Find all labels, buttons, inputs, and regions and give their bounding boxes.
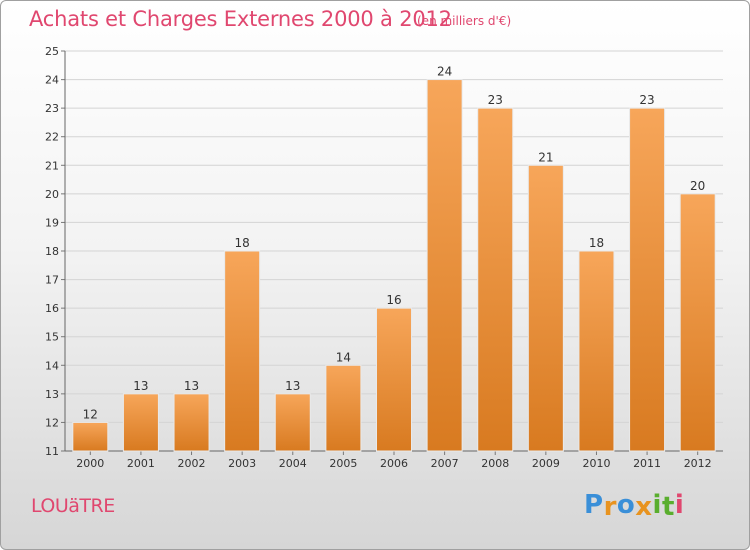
y-tick-label: 22 [45, 131, 59, 144]
y-tick-label: 14 [45, 359, 59, 372]
value-label: 18 [235, 236, 250, 250]
value-label: 18 [589, 236, 604, 250]
bar-2000 [72, 421, 109, 452]
value-label: 24 [437, 65, 452, 79]
logo-letter: r [603, 492, 617, 522]
value-label: 23 [639, 93, 654, 107]
y-tick-label: 18 [45, 245, 59, 258]
x-tick-label: 2005 [329, 457, 357, 470]
logo-letter: x [635, 492, 653, 522]
y-tick-label: 17 [45, 274, 59, 287]
bar-2001 [122, 393, 159, 452]
bar-2005 [325, 364, 362, 452]
y-tick-label: 24 [45, 74, 59, 87]
y-tick-label: 20 [45, 188, 59, 201]
x-tick-label: 2012 [684, 457, 712, 470]
logo-letter: i [674, 490, 685, 520]
x-tick-label: 2007 [431, 457, 459, 470]
value-label: 12 [83, 407, 98, 421]
x-tick-label: 2001 [127, 457, 155, 470]
bar-2006 [376, 307, 412, 452]
x-tick-label: 2010 [582, 457, 610, 470]
y-tick-label: 15 [45, 331, 59, 344]
value-label: 21 [538, 150, 553, 164]
bar-2010 [578, 250, 615, 452]
value-label: 13 [285, 379, 300, 393]
x-tick-label: 2011 [633, 457, 661, 470]
value-label: 20 [690, 179, 705, 193]
bar-2011 [629, 107, 666, 452]
logo-letter: o [616, 490, 636, 520]
y-tick-label: 21 [45, 159, 59, 172]
x-tick-label: 2006 [380, 457, 408, 470]
value-label: 23 [488, 93, 503, 107]
commune-name: LOUäTRE [31, 495, 115, 517]
value-label: 14 [336, 350, 351, 364]
logo-letter: P [584, 490, 604, 520]
bars [72, 79, 716, 452]
bar-2012 [679, 193, 716, 452]
x-tick-label: 2000 [76, 457, 104, 470]
x-tick-label: 2008 [481, 457, 509, 470]
y-tick-label: 12 [45, 416, 59, 429]
bar-2003 [224, 250, 261, 452]
x-tick-label: 2009 [532, 457, 560, 470]
bar-2009 [527, 164, 564, 452]
y-tick-label: 13 [45, 388, 59, 401]
chart-title: Achats et Charges Externes 2000 à 2012 [29, 7, 452, 31]
y-tick-label: 19 [45, 216, 59, 229]
x-tick-label: 2004 [279, 457, 307, 470]
bar-2007 [426, 79, 463, 452]
y-tick-label: 23 [45, 102, 59, 115]
y-tick-label: 16 [45, 302, 59, 315]
y-tick-label: 11 [45, 445, 59, 458]
bar-2002 [173, 393, 210, 452]
y-tick-label: 25 [45, 45, 59, 58]
logo-letter: i [652, 490, 662, 520]
bar-2008 [477, 107, 514, 452]
x-tick-label: 2002 [178, 457, 206, 470]
chart-subtitle: (en milliers d'€) [417, 14, 512, 28]
value-label: 16 [386, 293, 401, 307]
proxiti-logo: Proxiti [584, 490, 685, 522]
logo-letter: t [661, 492, 675, 522]
x-tick-label: 2003 [228, 457, 256, 470]
bar-2004 [274, 393, 311, 452]
labels: 11 12 13 14 15 16 17 18 19 20 21 22 23 24 25 12 2000 13 20… [45, 45, 712, 470]
value-label: 13 [133, 379, 148, 393]
value-label: 13 [184, 379, 199, 393]
